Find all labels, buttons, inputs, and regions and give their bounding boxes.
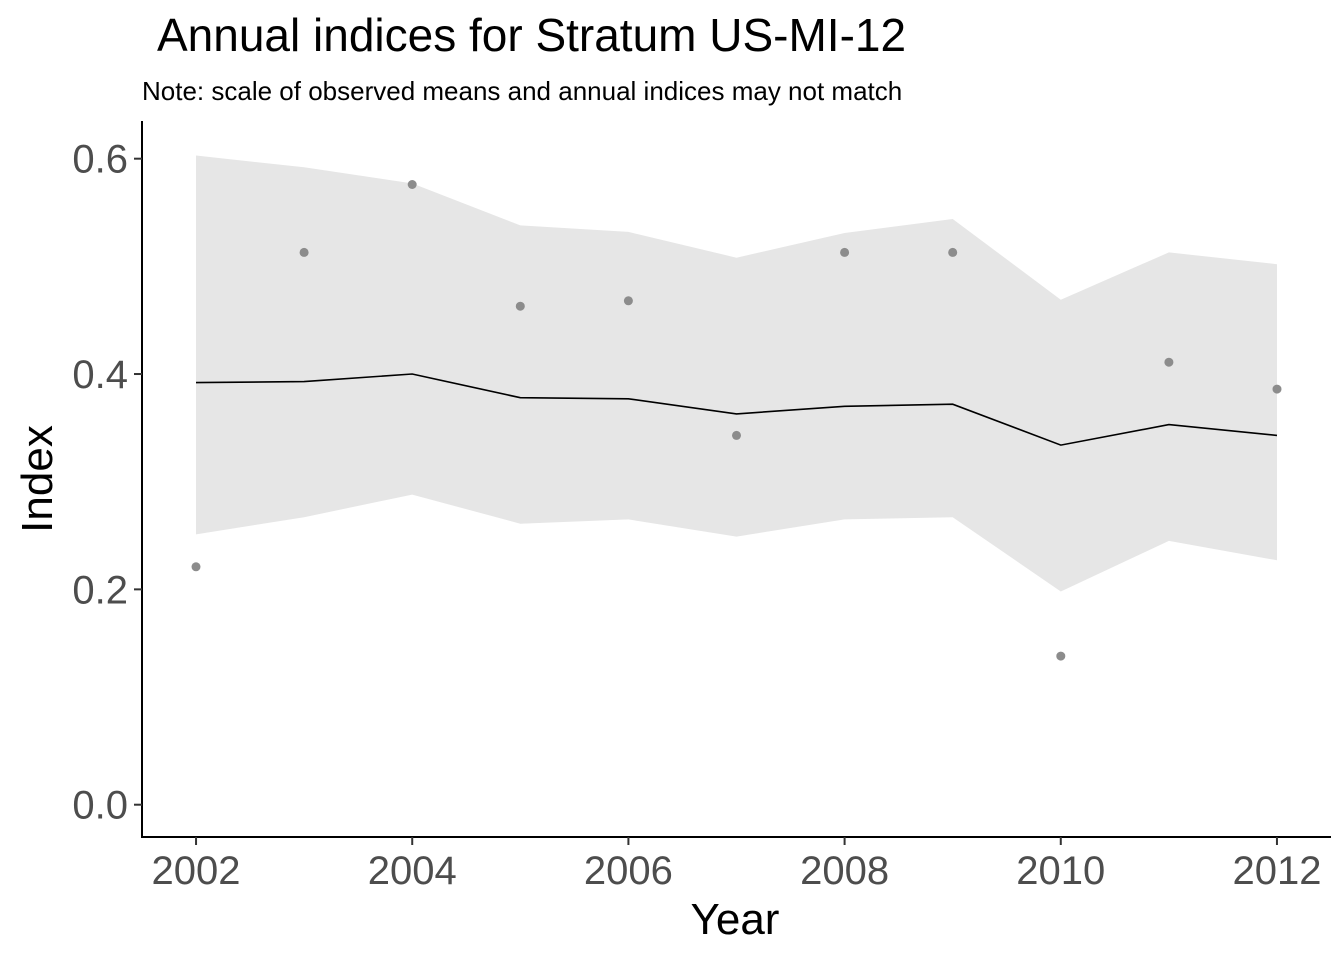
y-ticks: 0.0 0.2 0.4 0.6: [72, 138, 142, 828]
observed-means-layer: [191, 180, 1282, 661]
observed-mean-point: [515, 301, 525, 311]
y-axis-title: Index: [13, 425, 62, 533]
observed-mean-point: [299, 247, 309, 257]
x-axis-title: Year: [691, 895, 780, 944]
y-tick-label: 0.0: [72, 784, 128, 828]
y-tick-label: 0.6: [72, 138, 128, 182]
confidence-ribbon: [196, 155, 1277, 592]
x-tick-label: 2012: [1232, 849, 1321, 893]
observed-mean-point: [191, 562, 201, 572]
x-tick-label: 2006: [584, 849, 673, 893]
observed-mean-point: [623, 296, 633, 306]
observed-mean-point: [1056, 651, 1066, 661]
observed-mean-point: [840, 247, 850, 257]
x-tick-label: 2004: [368, 849, 457, 893]
observed-mean-point: [1164, 357, 1174, 367]
x-tick-label: 2008: [800, 849, 889, 893]
observed-mean-point: [732, 430, 741, 440]
y-tick-label: 0.4: [72, 353, 128, 397]
x-tick-label: 2002: [152, 849, 241, 893]
y-tick-label: 0.2: [72, 568, 128, 612]
observed-mean-point: [407, 180, 417, 189]
index-line: [195, 373, 1278, 446]
chart-title: Annual indices for Stratum US-MI-12: [157, 9, 907, 61]
observed-mean-point: [948, 247, 958, 257]
confidence-ribbon-layer: [196, 155, 1277, 592]
observed-mean-point: [1272, 384, 1282, 394]
axes: [141, 121, 1331, 838]
x-tick-label: 2010: [1016, 849, 1105, 893]
x-ticks: 2002 2004 2006 2008 2010 2012: [152, 837, 1321, 893]
chart-subtitle: Note: scale of observed means and annual…: [142, 76, 903, 106]
index-line-layer: [195, 373, 1278, 446]
